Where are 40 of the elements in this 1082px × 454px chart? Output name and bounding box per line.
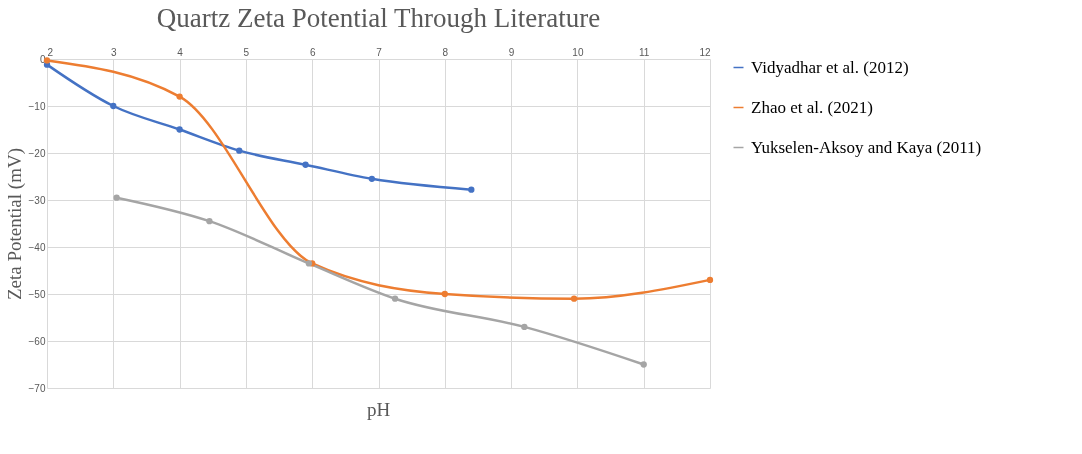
point: [176, 126, 183, 133]
point: [391, 295, 399, 302]
x-tick-label: 6: [309, 46, 316, 58]
x-tick-label: 7: [376, 46, 383, 58]
y-tick-label: −50: [28, 288, 46, 300]
x-tick-label: 2: [47, 46, 54, 58]
x-tick-label: 9: [508, 46, 515, 58]
y-tick-label: −40: [28, 241, 46, 253]
x-tick-label: 12: [699, 46, 711, 58]
point: [236, 147, 243, 154]
point: [468, 186, 475, 193]
y-tick-label: −70: [28, 382, 46, 394]
y-tick-label: −10: [28, 100, 46, 112]
y-tick-label: −30: [28, 194, 46, 206]
point: [441, 290, 448, 298]
legend-label: Yukselen-Aksoy and Kaya (2011): [751, 137, 982, 157]
point: [305, 260, 313, 267]
point: [206, 217, 213, 225]
x-tick-label: 10: [572, 46, 584, 58]
legend-label: Zhao et al. (2021): [751, 97, 873, 117]
point: [706, 276, 714, 284]
x-tick-label: 11: [639, 46, 650, 58]
y-axis-title: Zeta Potential (mV): [3, 148, 26, 300]
x-tick-label: 5: [243, 46, 250, 58]
y-tick-label: −20: [28, 147, 46, 159]
point: [570, 295, 578, 302]
legend-label: Vidyadhar et al. (2012): [751, 57, 909, 77]
x-tick-label: 3: [111, 46, 118, 58]
chart-title: Quartz Zeta Potential Through Literature: [156, 3, 601, 33]
point: [368, 175, 376, 183]
y-tick-label: −60: [28, 335, 46, 347]
point: [521, 323, 528, 331]
point: [176, 93, 183, 100]
point: [110, 102, 117, 110]
point: [302, 161, 309, 168]
x-tick-label: 8: [442, 46, 449, 58]
x-tick-label: 4: [177, 46, 184, 58]
point: [640, 361, 647, 368]
x-axis-title: pH: [366, 399, 391, 420]
point: [113, 194, 120, 201]
